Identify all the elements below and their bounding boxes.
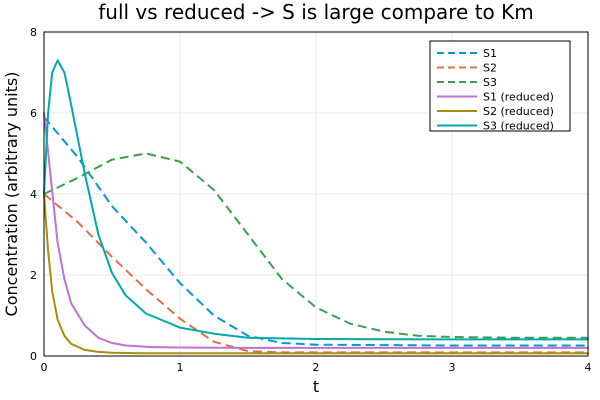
- y-tick-label: 8: [30, 26, 37, 39]
- chart-title: full vs reduced -> S is large compare to…: [98, 0, 534, 24]
- series-line-s1-reduced: [43, 112, 589, 349]
- legend-entry-s2: S2: [483, 62, 497, 75]
- x-tick-label: 2: [313, 361, 320, 374]
- x-axis-label: t: [313, 377, 319, 396]
- series-lines: [43, 59, 589, 355]
- series-line-s1: [43, 116, 588, 347]
- x-tick-labels: 0 1 2 3 4: [41, 361, 592, 374]
- legend-entry-s1: S1: [483, 47, 497, 60]
- y-tick-label: 4: [30, 188, 37, 201]
- x-tick-label: 4: [585, 361, 592, 374]
- legend-entry-s3: S3: [483, 76, 497, 89]
- y-tick-label: 0: [30, 350, 37, 363]
- legend-entry-s2-reduced: S2 (reduced): [483, 105, 554, 118]
- x-tick-label: 1: [177, 361, 184, 374]
- series-line-s3-reduced: [43, 59, 589, 341]
- plot-frame: [43, 31, 589, 357]
- y-tick-labels: 0 2 4 6 8: [30, 26, 37, 363]
- legend-box: [429, 40, 571, 132]
- y-tick-label: 2: [30, 269, 37, 282]
- legend-entry-s3-reduced: S3 (reduced): [483, 120, 554, 133]
- series-line-s2-reduced: [43, 193, 589, 355]
- y-tick-label: 6: [30, 107, 37, 120]
- y-axis-label: Concentration (arbitrary units): [2, 72, 21, 317]
- series-line-s3: [43, 152, 588, 339]
- x-tick-label: 3: [449, 361, 456, 374]
- x-tick-label: 0: [41, 361, 48, 374]
- legend-entry-s1-reduced: S1 (reduced): [483, 91, 554, 104]
